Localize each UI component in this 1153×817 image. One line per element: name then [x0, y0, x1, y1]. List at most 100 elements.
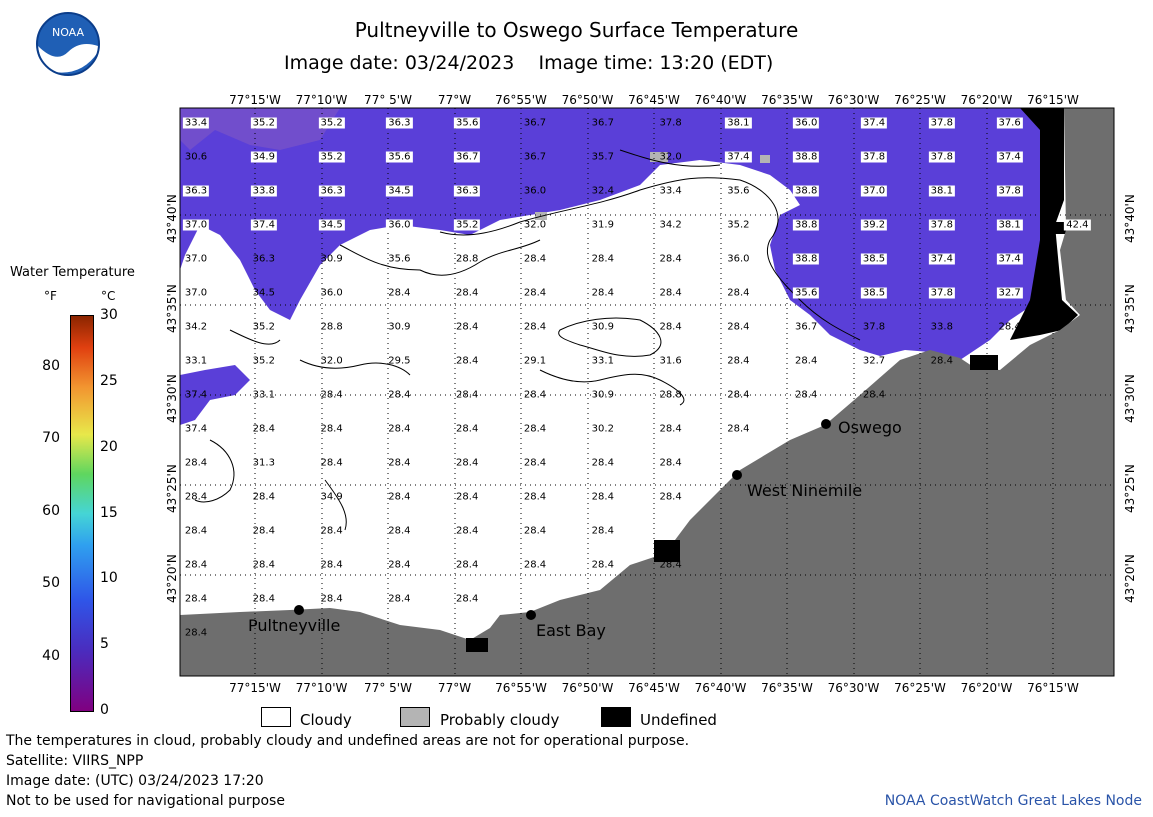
- temperature-value: 36.0: [523, 185, 547, 197]
- temperature-value: 38.8: [793, 185, 820, 197]
- temperature-value: 28.4: [998, 321, 1021, 333]
- city-label-east-bay: East Bay: [536, 621, 606, 640]
- cloudy-label: Cloudy: [300, 711, 352, 729]
- longitude-label-top: 76°40'W: [694, 93, 747, 107]
- temperature-value: 28.4: [456, 389, 479, 401]
- undefined-label: Undefined: [640, 711, 717, 729]
- temperature-value: 36.3: [182, 185, 210, 197]
- temperature-value: 31.9: [591, 219, 614, 231]
- temperature-value: 37.0: [184, 253, 208, 265]
- temperature-value: 36.0: [793, 117, 820, 129]
- temperature-value: 28.4: [862, 389, 886, 401]
- temperature-value: 35.7: [591, 151, 614, 163]
- temperature-value: 28.4: [659, 423, 682, 435]
- temperature-value: 36.7: [795, 321, 818, 333]
- legend-unit-f: °F: [44, 289, 57, 303]
- temperature-value: 28.4: [523, 559, 547, 571]
- temperature-value: 36.3: [318, 185, 345, 197]
- temperature-value: 35.6: [725, 185, 752, 197]
- temperature-value: 36.0: [320, 287, 343, 299]
- temperature-value: 37.6: [996, 117, 1023, 129]
- temperature-value: 28.4: [659, 287, 682, 299]
- temperature-value: 37.4: [928, 253, 955, 265]
- temperature-value: 28.4: [659, 253, 682, 265]
- temperature-value: 28.4: [184, 457, 208, 469]
- temperature-value: 30.9: [388, 321, 411, 333]
- temperature-value: 39.2: [860, 219, 888, 231]
- temperature-value: 34.9: [320, 491, 343, 503]
- temperature-value: 33.8: [930, 321, 953, 333]
- temperature-value: 36.3: [454, 185, 481, 197]
- temperature-value: 34.9: [250, 151, 277, 163]
- latitude-label-right: 43°40'N: [1123, 194, 1137, 243]
- svg-text:NOAA: NOAA: [52, 26, 85, 39]
- temperature-value: 34.2: [659, 219, 682, 231]
- warm-water-fringe: [180, 108, 340, 150]
- temperature-value: 34.5: [318, 219, 345, 231]
- temperature-value: 28.4: [591, 491, 614, 503]
- temperature-value: 28.8: [659, 389, 682, 401]
- fahrenheit-tick: 80: [42, 357, 60, 374]
- temperature-value: 28.4: [252, 525, 275, 537]
- temperature-value: 33.4: [182, 117, 210, 129]
- temperature-value: 28.4: [456, 355, 479, 367]
- temperature-value: 32.0: [659, 151, 682, 163]
- longitude-label-bottom: 77°W: [437, 681, 472, 695]
- temperature-value: 37.4: [725, 151, 752, 163]
- temperature-value: 37.4: [996, 253, 1023, 265]
- latitude-label-left: 43°35'N: [165, 284, 179, 333]
- city-label-west-ninemile: West Ninemile: [747, 481, 863, 500]
- temperature-value: 35.2: [725, 219, 752, 231]
- celsius-tick: 5: [100, 636, 109, 653]
- temperature-value: 37.0: [184, 287, 208, 299]
- temperature-value: 28.4: [320, 559, 343, 571]
- celsius-tick: 30: [100, 307, 118, 323]
- temperature-value: 28.4: [659, 457, 682, 469]
- longitude-label-bottom: 76°50'W: [561, 681, 614, 695]
- temperature-value: 28.4: [591, 525, 614, 537]
- temperature-value: 28.4: [727, 321, 750, 333]
- longitude-label-bottom: 76°25'W: [894, 681, 946, 695]
- longitude-label-top: 76°30'W: [827, 93, 880, 107]
- temperature-value: 30.9: [591, 321, 614, 333]
- temperature-value: 28.4: [930, 355, 953, 367]
- temperature-value: 38.1: [725, 117, 752, 129]
- temperature-value: 38.8: [793, 253, 820, 265]
- undefined-swatch: [601, 707, 631, 727]
- temperature-value: 35.6: [793, 287, 820, 299]
- temperature-value: 36.0: [725, 253, 752, 265]
- temperature-value: 36.7: [454, 151, 481, 163]
- temperature-value: 37.0: [182, 219, 210, 231]
- temperature-value: 28.4: [388, 593, 411, 605]
- temperature-value: 28.4: [591, 559, 614, 571]
- temperature-value: 28.4: [523, 389, 547, 401]
- latitude-label-left: 43°25'N: [165, 464, 179, 513]
- image-date-time: Image date: 03/24/2023 Image time: 13:20…: [284, 52, 774, 74]
- legend-title: Water Temperature: [10, 265, 135, 280]
- temperature-value: 28.4: [456, 559, 479, 571]
- fahrenheit-tick: 50: [42, 575, 60, 592]
- celsius-tick: 15: [100, 504, 118, 521]
- temperature-value: 28.4: [388, 491, 411, 503]
- temperature-value: 35.6: [386, 151, 413, 163]
- temperature-value: 28.4: [727, 389, 750, 401]
- temperature-value: 28.4: [252, 423, 275, 435]
- temperature-value: 35.2: [252, 321, 275, 333]
- pultneyville-marker: [294, 605, 304, 615]
- probably-cloudy-label: Probably cloudy: [440, 711, 560, 729]
- land-east: [660, 108, 1114, 676]
- temperature-value: 28.4: [252, 491, 275, 503]
- temperature-value: 37.8: [860, 151, 888, 163]
- fahrenheit-tick: 60: [42, 502, 60, 519]
- probably-cloudy-swatch: [400, 707, 430, 727]
- temperature-value: 35.2: [318, 151, 345, 163]
- temperature-value: 28.4: [184, 525, 208, 537]
- temperature-value: 28.8: [456, 253, 479, 265]
- temperature-value: 35.2: [250, 117, 277, 129]
- temperature-value: 28.8: [320, 321, 343, 333]
- temperature-value: 28.4: [795, 355, 818, 367]
- temperature-value: 32.7: [862, 355, 886, 367]
- temperature-value: 28.4: [523, 457, 547, 469]
- longitude-label-bottom: 76°35'W: [761, 681, 813, 695]
- temperature-value: 38.8: [793, 151, 820, 163]
